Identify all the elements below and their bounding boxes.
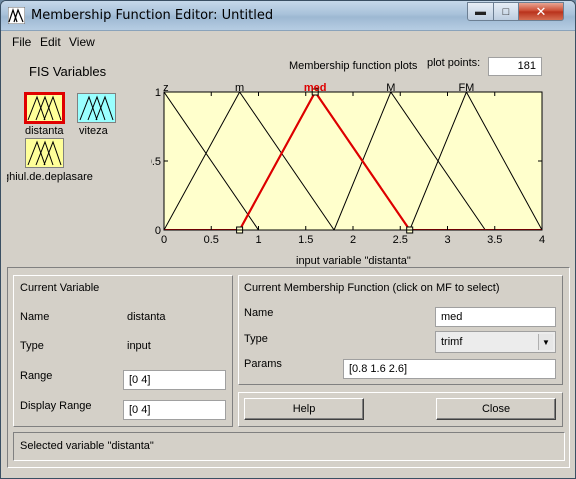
close-button[interactable]: Close [436,398,556,420]
mf-label-m: m [235,82,244,94]
y-tick-label: 1 [155,87,161,99]
y-tick-label: 0 [155,225,161,237]
var-output-icon [25,138,64,168]
close-window-button[interactable]: ✕ [518,2,564,21]
mf-name-input[interactable]: med [435,307,556,327]
fis-var-distanta-label: distanta [25,125,64,137]
current-mf-title: Current Membership Function (click on MF… [244,282,500,294]
bottom-panel [7,267,570,468]
mf-label-M: M [386,82,395,94]
plot-frame [163,91,543,231]
plot-points-label: plot points: [427,57,481,69]
x-tick-label: 3.5 [487,234,502,246]
var-viteza-icon [77,93,116,123]
mf-type-label: Type [244,333,268,345]
mf-params-input[interactable]: [0.8 1.6 2.6] [343,359,556,379]
range-input[interactable]: [0 4] [123,370,226,390]
x-tick-label: 0.5 [204,234,219,246]
matlab-icon [8,7,25,24]
x-tick-label: 2 [350,234,356,246]
x-tick-label: 1 [255,234,261,246]
var-distanta-icon [24,92,65,124]
x-tick-label: 0 [161,234,167,246]
fis-var-viteza[interactable] [76,92,117,124]
cv-display-range-label: Display Range [20,400,92,412]
cv-type-label: Type [20,340,44,352]
menu-view[interactable]: View [69,35,95,49]
mf-params-label: Params [244,358,282,370]
status-bar: Selected variable "distanta" [13,432,565,461]
mf-label-med: med [304,82,327,94]
current-variable-title: Current Variable [20,282,100,294]
mf-label-FM: FM [458,82,474,94]
cv-name-value: distanta [127,311,166,323]
plot-points-input[interactable]: 181 [488,57,542,76]
mf-type-value: trimf [441,336,463,348]
fis-var-distanta[interactable] [24,92,65,124]
fis-variables-title: FIS Variables [29,64,107,79]
x-tick-label: 2.5 [393,234,408,246]
maximize-button[interactable]: □ [493,2,519,21]
fis-var-output[interactable] [24,137,65,169]
fis-var-output-label: ghiul.de.deplasare [3,171,93,183]
mf-name-label: Name [244,307,274,319]
menu-edit[interactable]: Edit [40,35,61,49]
x-tick-label: 3 [444,234,450,246]
plot-series-group [164,92,542,230]
close-icon: ✕ [535,3,547,19]
cv-name-label: Name [20,311,50,323]
title-bar[interactable]: Membership Function Editor: Untitled ▬ □… [1,1,575,31]
fis-var-viteza-label: viteza [79,125,108,137]
x-tick-label: 4 [539,234,545,246]
mf-curve-selected [238,92,411,230]
plot-title: Membership function plots [289,60,418,72]
cv-range-label: Range [20,370,53,382]
help-button[interactable]: Help [244,398,364,420]
cv-type-value: input [127,340,151,352]
mf-type-select[interactable]: trimf ▼ [435,331,556,353]
plot-xlabel: input variable "distanta" [296,255,411,267]
x-tick-label: 1.5 [298,234,313,246]
display-range-input[interactable]: [0 4] [123,400,226,420]
minimize-button[interactable]: ▬ [467,2,494,21]
menu-bar: File Edit View [1,32,575,51]
menu-file[interactable]: File [12,35,32,49]
mf-label-z: z [163,82,169,94]
maximize-icon: □ [502,5,510,18]
minimize-icon: ▬ [475,5,486,18]
chevron-down-icon[interactable]: ▼ [538,334,553,350]
window-title: Membership Function Editor: Untitled [31,8,274,23]
y-tick-label: 0.5 [151,156,161,168]
plot-background [164,92,542,230]
